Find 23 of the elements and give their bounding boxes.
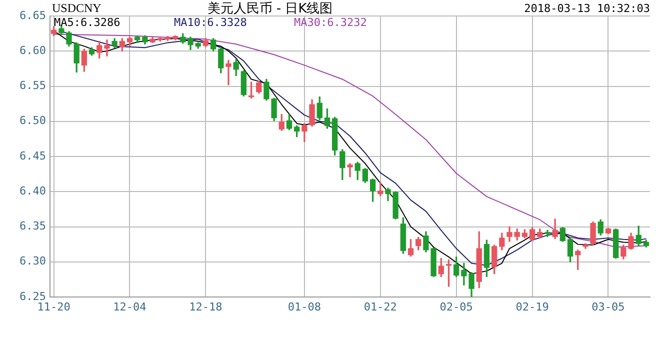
y-tick-label: 6.60 <box>20 44 46 57</box>
text: 2018-03-13 10:32:03 <box>524 2 650 15</box>
x-tick-label: 02-19 <box>516 300 549 314</box>
x-tick-label: 12-04 <box>113 300 147 314</box>
x-tick-label: 01-08 <box>288 300 321 314</box>
chart-subtitle: USDCNY <box>52 1 102 16</box>
y-tick-label: 6.65 <box>20 8 46 22</box>
x-tick-label: 11-20 <box>37 300 70 314</box>
y-tick-label: 6.25 <box>20 290 46 303</box>
y-tick-label: 6.30 <box>20 254 46 268</box>
series-label: MA5:6.3286 <box>54 16 120 29</box>
x-tick-label: 03-05 <box>592 300 625 314</box>
chart-title: 美元人民币 - 日K线图 <box>207 0 333 16</box>
y-tick-label: 6.55 <box>20 79 46 92</box>
y-tick-label: 6.45 <box>20 149 46 162</box>
x-tick-label: 02-05 <box>440 300 473 314</box>
x-tick-label: 01-22 <box>364 300 397 314</box>
y-tick-label: 6.35 <box>20 220 46 233</box>
y-tick-label: 6.50 <box>20 114 46 128</box>
x-tick-label: 12-18 <box>189 300 222 314</box>
series-label: MA10:6.3328 <box>174 16 247 29</box>
y-tick-label: 6.40 <box>20 184 46 198</box>
text: MA30:6.3232 <box>294 16 367 29</box>
